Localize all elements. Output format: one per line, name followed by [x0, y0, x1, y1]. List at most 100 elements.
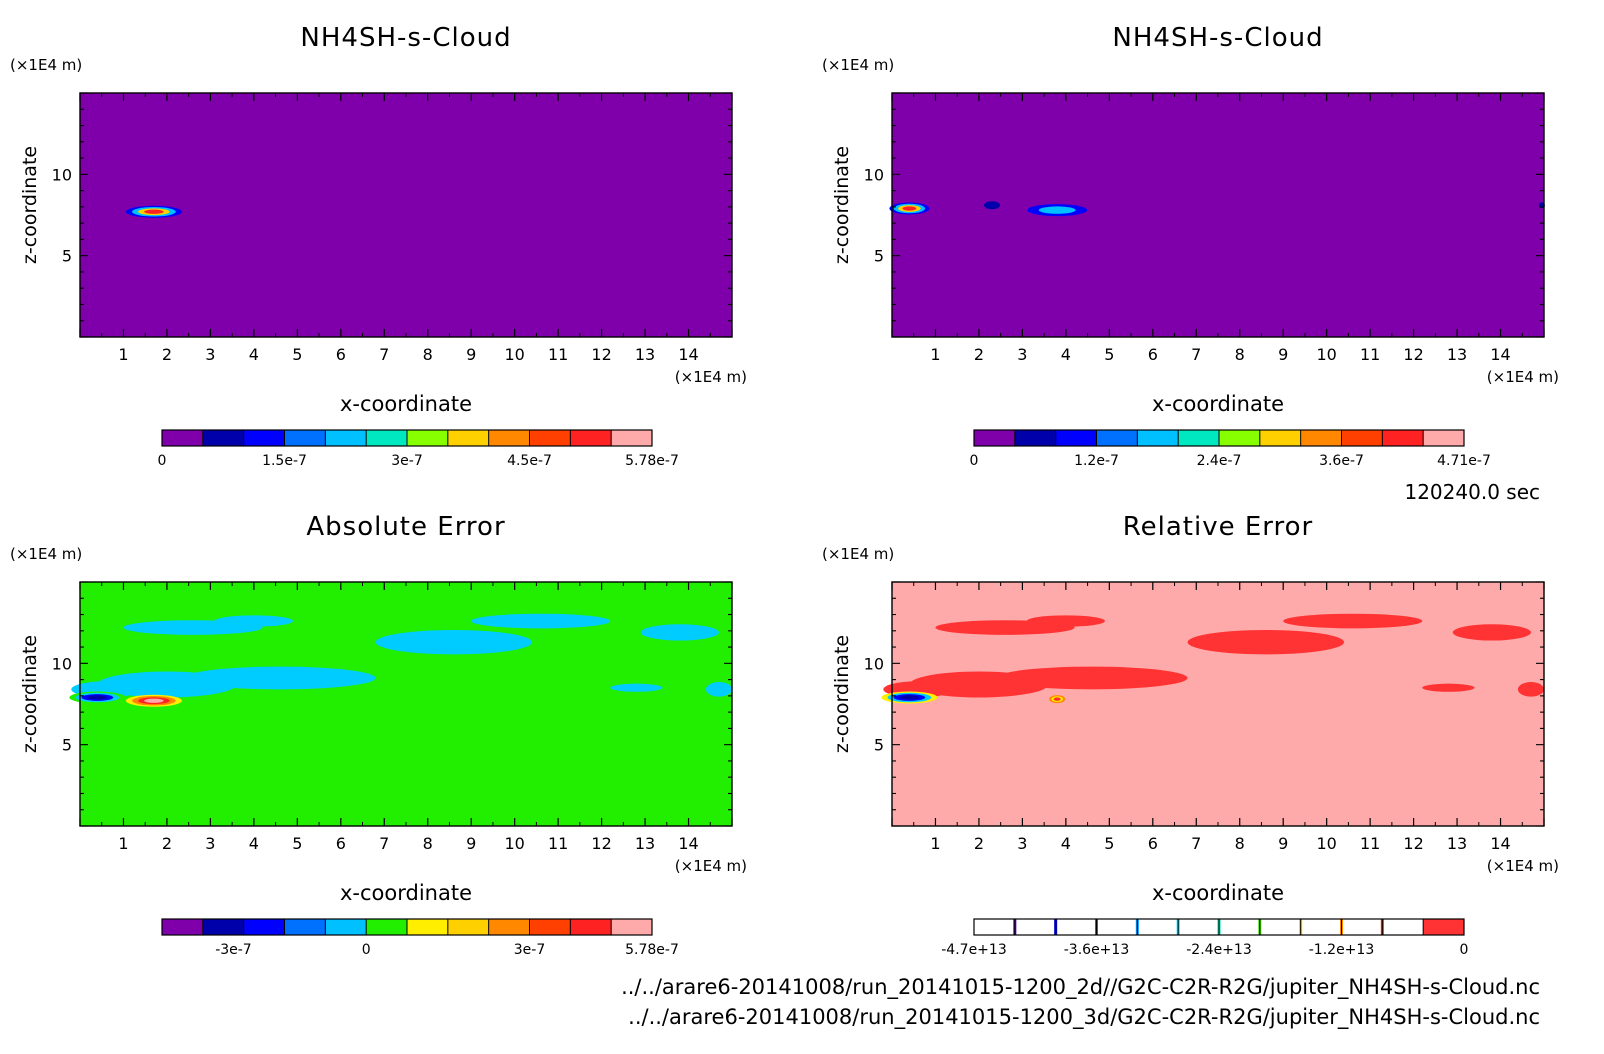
- colorbar-swatch: [202, 919, 245, 935]
- colorbar-swatch: [1014, 430, 1057, 446]
- colorbar-frame: [973, 918, 1465, 936]
- x-tick-label: 2: [974, 834, 984, 853]
- field-feature: [144, 698, 164, 703]
- x-tick-label: 10: [504, 345, 524, 364]
- colorbar-swatch: [1096, 430, 1138, 446]
- panel-title: NH4SH-s-Cloud: [1112, 23, 1323, 53]
- red-region: [1452, 624, 1531, 641]
- colorbar-swatch: [1219, 919, 1261, 935]
- colorbar-swatch: [284, 430, 326, 446]
- x-tick-label: 8: [1235, 834, 1245, 853]
- colorbar-swatch: [325, 430, 367, 446]
- x-tick-label: 9: [1278, 345, 1288, 364]
- x-tick-label: 6: [1148, 834, 1158, 853]
- x-tick-label: 12: [591, 834, 611, 853]
- colorbar-swatch: [202, 430, 245, 446]
- colorbar-label: 4.5e-7: [507, 453, 552, 469]
- colorbar-swatch: [1341, 430, 1383, 446]
- colorbar-swatch: [1382, 919, 1424, 935]
- colorbar-swatch: [1259, 430, 1302, 446]
- field-feature: [144, 209, 164, 214]
- x-tick-label: 9: [466, 834, 476, 853]
- x-tick-label: 2: [974, 345, 984, 364]
- colorbar-swatch: [1055, 430, 1097, 446]
- x-tick-label: 11: [548, 834, 568, 853]
- time-label: 120240.0 sec: [1404, 480, 1540, 504]
- colorbar-swatch: [366, 919, 408, 935]
- colorbar-swatch: [407, 919, 449, 935]
- x-unit-label: (×1E4 m): [1487, 857, 1559, 875]
- colorbar-swatch: [570, 919, 612, 935]
- colorbar-swatch: [974, 919, 1016, 935]
- colorbar-swatch: [974, 430, 1016, 446]
- colorbar-swatch: [366, 430, 408, 446]
- x-tick-label: 6: [336, 345, 346, 364]
- colorbar-label: 1.5e-7: [262, 453, 307, 469]
- colorbar-label: 5.78e-7: [625, 453, 679, 469]
- x-tick-label: 7: [379, 834, 389, 853]
- x-tick-label: 10: [1316, 834, 1336, 853]
- red-region: [1283, 613, 1423, 629]
- colorbar-swatch: [1055, 919, 1097, 935]
- colorbar-swatch: [162, 919, 204, 935]
- x-tick-label: 4: [249, 345, 259, 364]
- panel-title: Relative Error: [1123, 512, 1314, 542]
- colorbar-swatch: [488, 919, 530, 935]
- y-tick-label: 10: [864, 654, 884, 673]
- cyan-region: [214, 615, 293, 627]
- y-axis-label: z-coordinate: [831, 146, 853, 264]
- colorbar-swatch: [1423, 430, 1465, 446]
- x-tick-label: 7: [1191, 345, 1201, 364]
- field-feature: [1038, 206, 1076, 214]
- cyan-region: [375, 629, 533, 655]
- cyan-region: [471, 613, 611, 629]
- y-tick-label: 5: [62, 736, 72, 755]
- panel-title: Absolute Error: [306, 512, 505, 542]
- colorbar-swatch: [1259, 919, 1302, 935]
- colorbar-swatch: [1096, 919, 1138, 935]
- x-tick-label: 9: [466, 345, 476, 364]
- colorbar-frame: [161, 918, 653, 936]
- y-axis-label: z-coordinate: [19, 146, 41, 264]
- plot-area: [892, 582, 1544, 826]
- colorbar-swatch: [162, 430, 204, 446]
- x-tick-label: 9: [1278, 834, 1288, 853]
- panel-title: NH4SH-s-Cloud: [300, 23, 511, 53]
- x-tick-label: 3: [1017, 345, 1027, 364]
- panel-2: NH4SH-s-Cloud(×1E4 m)1 2 3 4 5 6 7 8 9 10 11 12 13 14…: [822, 23, 1559, 469]
- x-unit-label: (×1E4 m): [675, 368, 747, 386]
- cyan-region: [705, 682, 733, 697]
- cyan-region: [610, 683, 663, 692]
- file-path-2d: ../../arare6-20141008/run_20141015-1200_…: [621, 975, 1540, 1000]
- x-tick-label: 7: [1191, 834, 1201, 853]
- plot-area: [80, 93, 732, 337]
- x-tick-label: 4: [249, 834, 259, 853]
- x-tick-label: 12: [1403, 834, 1423, 853]
- x-tick-label: 10: [504, 834, 524, 853]
- x-tick-label: 5: [1104, 834, 1114, 853]
- field-feature: [983, 201, 1000, 210]
- x-tick-label: 1: [930, 834, 940, 853]
- y-tick-label: 5: [874, 247, 884, 266]
- colorbar-swatch: [1219, 430, 1261, 446]
- y-tick-label: 10: [52, 654, 72, 673]
- x-tick-label: 6: [336, 834, 346, 853]
- field-feature: [899, 695, 920, 700]
- colorbar-swatch: [447, 919, 490, 935]
- panel-3: Absolute Error(×1E4 m)1 2 3 4 5 6 7 8 9 10 11 12 13 1…: [10, 512, 747, 958]
- colorbar-label: 4.71e-7: [1437, 453, 1491, 469]
- x-tick-label: 5: [292, 345, 302, 364]
- field-feature: [87, 695, 108, 700]
- x-tick-label: 5: [292, 834, 302, 853]
- x-tick-label: 6: [1148, 345, 1158, 364]
- x-tick-label: 2: [162, 345, 172, 364]
- y-axis-label: z-coordinate: [19, 635, 41, 753]
- x-tick-label: 13: [1447, 834, 1467, 853]
- x-tick-label: 13: [635, 834, 655, 853]
- x-tick-label: 11: [548, 345, 568, 364]
- colorbar-label: -3e-7: [215, 942, 252, 958]
- y-tick-label: 5: [62, 247, 72, 266]
- colorbar-label: 0: [1460, 942, 1469, 958]
- red-region: [1422, 683, 1475, 692]
